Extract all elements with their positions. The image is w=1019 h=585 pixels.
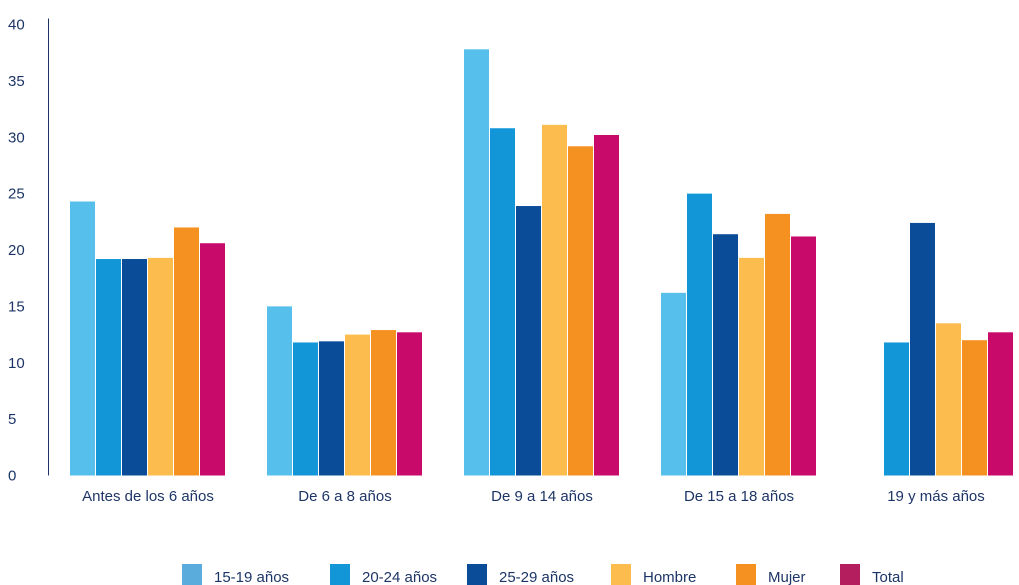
bar-mujer-3	[765, 213, 790, 476]
bar-total-1	[397, 332, 422, 476]
legend-label: Total	[872, 569, 904, 585]
bar-hombre-0	[148, 257, 173, 476]
y-tick-label: 30	[8, 129, 25, 146]
bar-mujer-0	[174, 227, 199, 476]
legend-swatch	[736, 564, 756, 585]
bars-group	[70, 49, 1013, 476]
legend: 15-19 años 20-24 años 25-29 años Hombre Muje…	[182, 564, 904, 585]
legend-swatch	[467, 564, 487, 585]
y-tick-label: 10	[8, 355, 25, 372]
y-tick-label: 40	[8, 17, 25, 34]
category-label: De 9 a 14 años	[491, 488, 593, 505]
y-axis-ticks: 0 5 10 15 20 25 30 35 40	[8, 17, 25, 485]
legend-swatch	[840, 564, 860, 585]
bar-total-3	[791, 236, 816, 476]
y-tick-label: 0	[8, 468, 16, 485]
legend-label: 20-24 años	[362, 569, 437, 585]
bar-hombre-4	[936, 323, 961, 476]
category-label: 19 y más años	[887, 488, 985, 505]
bar-20-24-a-os-3	[687, 193, 712, 476]
bar-hombre-2	[542, 124, 567, 476]
bar-total-4	[988, 332, 1013, 476]
legend-swatch	[182, 564, 202, 585]
bar-25-29-a-os-3	[713, 234, 738, 476]
bar-25-29-a-os-4	[910, 222, 935, 476]
bar-hombre-1	[345, 334, 370, 476]
legend-swatch	[611, 564, 631, 585]
bar-20-24-a-os-4	[884, 342, 909, 476]
bar-mujer-1	[371, 330, 396, 476]
legend-label: Hombre	[643, 569, 696, 585]
bar-mujer-4	[962, 340, 987, 476]
category-label: De 6 a 8 años	[298, 488, 391, 505]
legend-label: Mujer	[768, 569, 806, 585]
bar-total-0	[200, 243, 225, 476]
category-label: De 15 a 18 años	[684, 488, 794, 505]
y-tick-label: 35	[8, 73, 25, 90]
bar-20-24-a-os-0	[96, 259, 121, 476]
bar-15-19-a-os-3	[661, 292, 686, 476]
bar-25-29-a-os-1	[319, 341, 344, 476]
bar-hombre-3	[739, 257, 764, 476]
bar-25-29-a-os-0	[122, 259, 147, 476]
y-tick-label: 5	[8, 411, 16, 428]
bar-20-24-a-os-2	[490, 128, 515, 476]
legend-label: 15-19 años	[214, 569, 289, 585]
category-labels: Antes de los 6 años De 6 a 8 años De 9 a 1…	[82, 488, 985, 505]
y-tick-label: 20	[8, 242, 25, 259]
legend-label: 25-29 años	[499, 569, 574, 585]
bar-15-19-a-os-2	[464, 49, 489, 476]
bar-total-2	[594, 134, 619, 476]
y-tick-label: 25	[8, 186, 25, 203]
bar-15-19-a-os-0	[70, 201, 95, 476]
category-label: Antes de los 6 años	[82, 488, 214, 505]
bar-25-29-a-os-2	[516, 206, 541, 476]
legend-swatch	[330, 564, 350, 585]
y-tick-label: 15	[8, 298, 25, 315]
bar-15-19-a-os-1	[267, 306, 292, 476]
bar-mujer-2	[568, 146, 593, 476]
bar-20-24-a-os-1	[293, 342, 318, 476]
